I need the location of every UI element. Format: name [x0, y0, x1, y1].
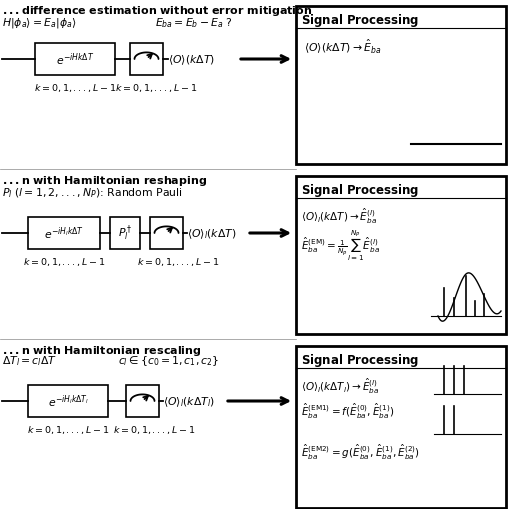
- Text: $\langle O\rangle(k\Delta T) \rightarrow \hat{E}_{ba}$: $\langle O\rangle(k\Delta T) \rightarrow…: [303, 37, 381, 55]
- Text: $\Delta T_l = c_l\Delta T$: $\Delta T_l = c_l\Delta T$: [2, 353, 57, 367]
- Text: $k=0,1,...,L-1$: $k=0,1,...,L-1$: [137, 256, 219, 267]
- Bar: [28, 217, 100, 249]
- Text: $k=0,1,...,L-1$: $k=0,1,...,L-1$: [113, 423, 195, 435]
- Text: $e^{-iHk\Delta T}$: $e^{-iHk\Delta T}$: [56, 51, 94, 68]
- Text: $c_l \in \{c_0=1, c_1, c_2\}$: $c_l \in \{c_0=1, c_1, c_2\}$: [118, 353, 219, 367]
- Text: $P_l\ (l=1,2,...,N_P)$: Random Pauli: $P_l\ (l=1,2,...,N_P)$: Random Pauli: [2, 186, 182, 199]
- Text: $k=0,1,...,L-1$: $k=0,1,...,L-1$: [22, 256, 105, 267]
- Bar: [130, 44, 163, 76]
- Bar: [28, 385, 108, 417]
- Text: $\hat{E}_{ba}^{(\mathrm{EM})} = \frac{1}{N_P}\sum_{l=1}^{N_P}\hat{E}_{ba}^{(l)}$: $\hat{E}_{ba}^{(\mathrm{EM})} = \frac{1}…: [300, 229, 379, 263]
- Text: $P_l^\dagger$: $P_l^\dagger$: [118, 223, 132, 243]
- Text: $\hat{E}_{ba}^{(\mathrm{EM1})} = f(\hat{E}_{ba}^{(0)}, \hat{E}_{ba}^{(1)})$: $\hat{E}_{ba}^{(\mathrm{EM1})} = f(\hat{…: [300, 401, 393, 420]
- Bar: [126, 385, 159, 417]
- Text: $\mathbf{...n\ with\ Hamiltonian\ reshaping}$: $\mathbf{...n\ with\ Hamiltonian\ reshap…: [2, 174, 207, 188]
- Text: $\langle O\rangle(k\Delta T)$: $\langle O\rangle(k\Delta T)$: [167, 53, 214, 67]
- Text: $\mathbf{...difference\ estimation\ without\ error\ mitigation}$: $\mathbf{...difference\ estimation\ with…: [2, 4, 312, 18]
- Text: $\mathbf{Signal\ Processing}$: $\mathbf{Signal\ Processing}$: [300, 351, 418, 369]
- Text: $e^{-iH_lk\Delta T}$: $e^{-iH_lk\Delta T}$: [44, 225, 84, 242]
- Bar: [150, 217, 183, 249]
- Text: $E_{ba} = E_b - E_a\ ?$: $E_{ba} = E_b - E_a\ ?$: [155, 16, 232, 30]
- Text: $k=0,1,...,L-1$: $k=0,1,...,L-1$: [115, 82, 197, 94]
- Text: $\langle O\rangle_l(k\Delta T_l) \rightarrow \hat{E}_{ba}^{(l)}$: $\langle O\rangle_l(k\Delta T_l) \righta…: [300, 376, 379, 395]
- Bar: [295, 177, 505, 334]
- Text: $\langle O\rangle_l(k\Delta T_l)$: $\langle O\rangle_l(k\Delta T_l)$: [163, 394, 214, 408]
- Text: $k=0,1,...,L-1$: $k=0,1,...,L-1$: [34, 82, 116, 94]
- Text: $\mathbf{Signal\ Processing}$: $\mathbf{Signal\ Processing}$: [300, 182, 418, 199]
- Text: $\langle O\rangle_l(k\Delta T) \rightarrow \hat{E}_{ba}^{(l)}$: $\langle O\rangle_l(k\Delta T) \rightarr…: [300, 207, 377, 226]
- Text: $\langle O\rangle_l(k\Delta T)$: $\langle O\rangle_l(k\Delta T)$: [187, 227, 236, 240]
- Text: $k=0,1,...,L-1$: $k=0,1,...,L-1$: [26, 423, 109, 435]
- Text: $\hat{E}_{ba}^{(\mathrm{EM2})} = g(\hat{E}_{ba}^{(0)}, \hat{E}_{ba}^{(1)}, \hat{: $\hat{E}_{ba}^{(\mathrm{EM2})} = g(\hat{…: [300, 442, 419, 461]
- Bar: [110, 217, 140, 249]
- Bar: [295, 346, 505, 508]
- Text: $\mathbf{...n\ with\ Hamiltonian\ rescaling}$: $\mathbf{...n\ with\ Hamiltonian\ rescal…: [2, 344, 202, 357]
- Text: $\mathbf{Signal\ Processing}$: $\mathbf{Signal\ Processing}$: [300, 12, 418, 29]
- Bar: [295, 7, 505, 165]
- Text: $e^{-iH_lk\Delta T_l}$: $e^{-iH_lk\Delta T_l}$: [47, 393, 88, 410]
- Text: $H|\phi_a\rangle = E_a|\phi_a\rangle$: $H|\phi_a\rangle = E_a|\phi_a\rangle$: [2, 16, 76, 30]
- Bar: [35, 44, 115, 76]
